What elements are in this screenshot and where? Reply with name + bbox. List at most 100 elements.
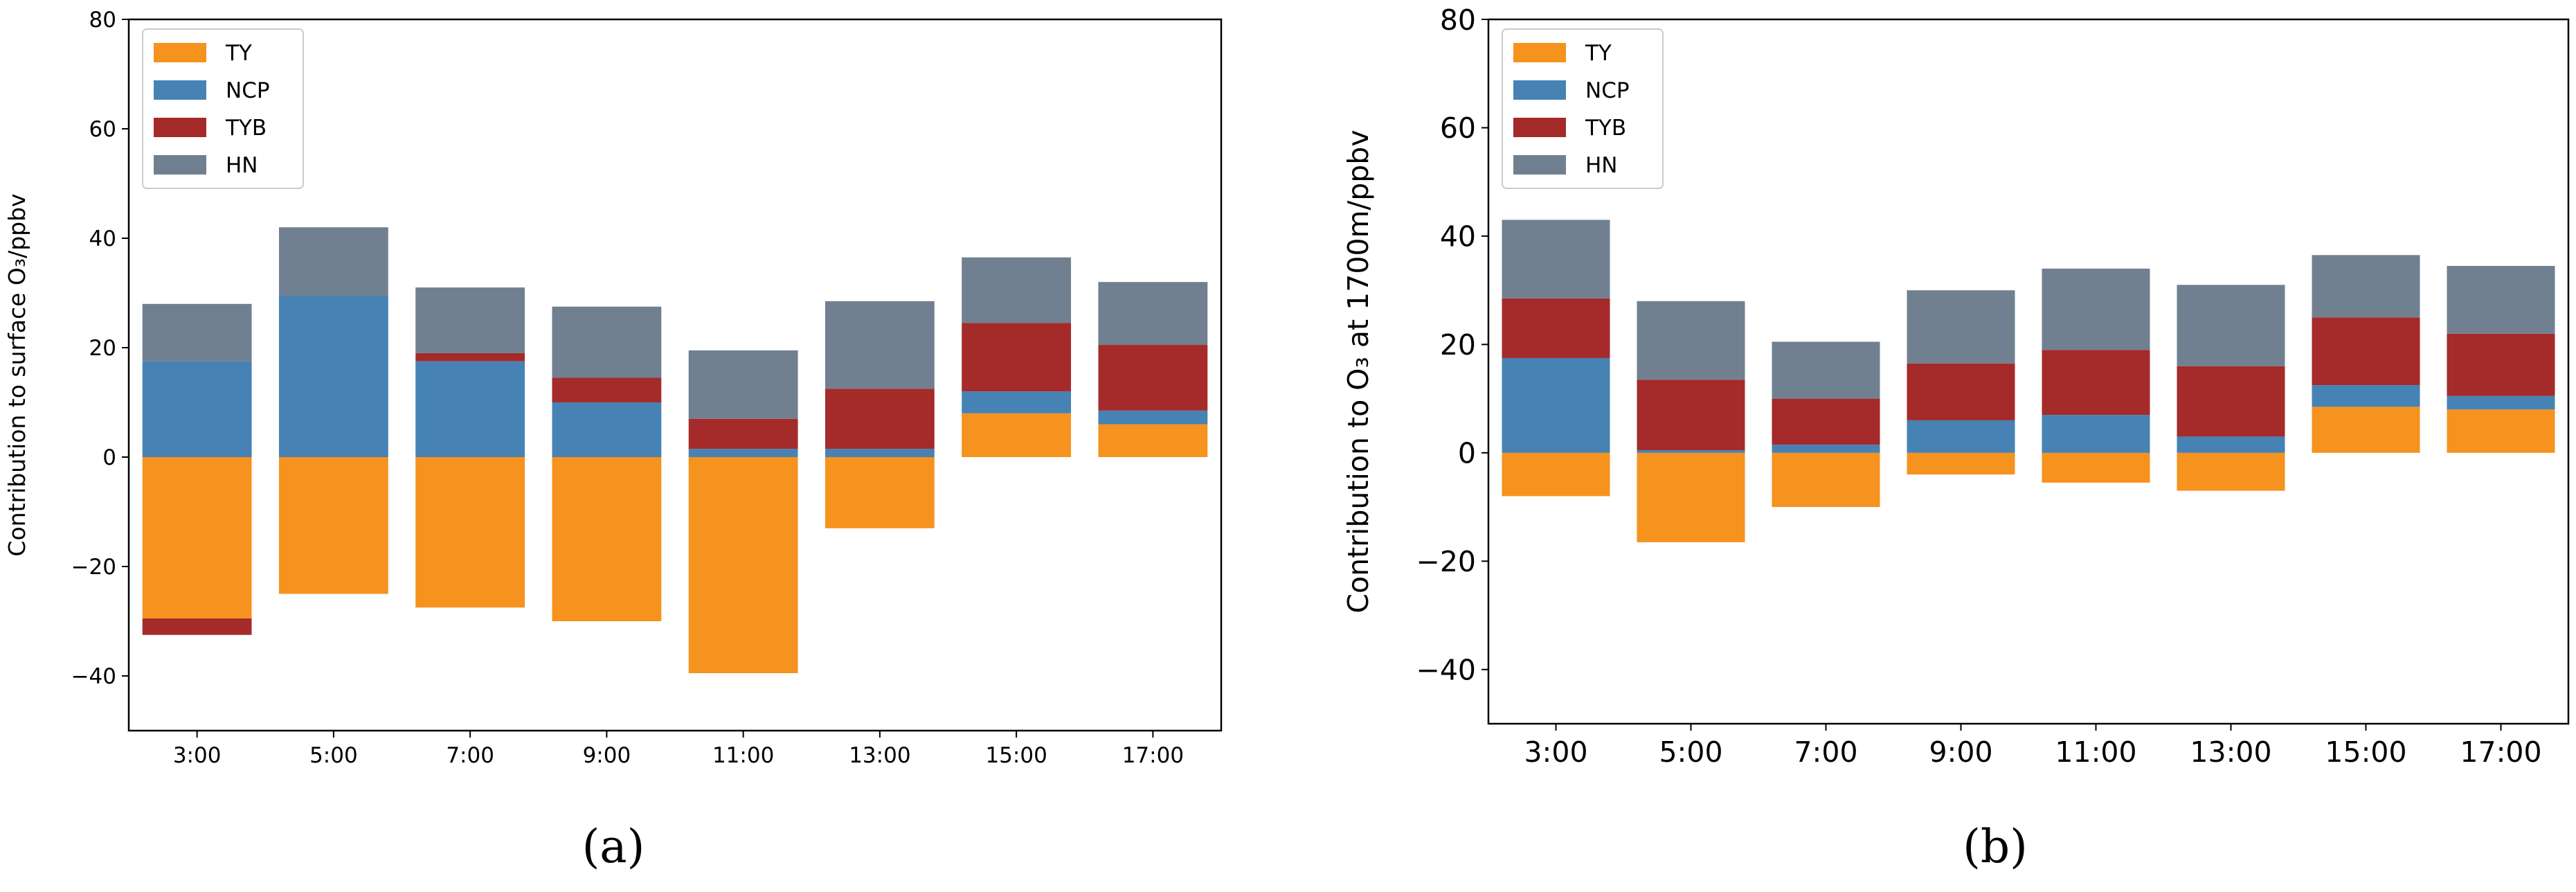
y-tick-label: −40 xyxy=(1416,654,1476,687)
bar-ncp-900 xyxy=(552,402,662,457)
y-tick-label: 60 xyxy=(89,117,116,142)
y-tick-label: 40 xyxy=(89,226,116,251)
legend-box xyxy=(142,28,304,189)
legend-swatch-ty xyxy=(1513,43,1566,62)
x-tick-label: 11:00 xyxy=(712,743,774,768)
bar-tyb-1300 xyxy=(2177,366,2285,437)
bar-hn-1700 xyxy=(2447,265,2555,334)
y-tick-label: 0 xyxy=(102,445,116,470)
bar-hn-300 xyxy=(142,303,252,362)
bar-tyb-1500 xyxy=(2312,317,2420,386)
legend-swatch-ncp xyxy=(1513,80,1566,100)
bar-ty-900 xyxy=(1907,452,2015,475)
bar-tyb-1300 xyxy=(825,389,935,449)
bar-tyb-500 xyxy=(1637,380,1745,450)
legend-label-tyb: TYB xyxy=(225,116,267,141)
bar-ty-1700 xyxy=(2447,409,2555,453)
bar-hn-1700 xyxy=(1098,282,1208,346)
x-tick-label: 17:00 xyxy=(1122,743,1184,768)
bar-tyb-1700 xyxy=(1098,345,1208,411)
bar-ty-500 xyxy=(278,457,388,594)
bar-ty-900 xyxy=(552,457,662,621)
bar-ty-1100 xyxy=(2042,452,2150,483)
bar-hn-500 xyxy=(278,227,388,296)
y-axis-title: Contribution to surface O₃/ppbv xyxy=(3,193,30,556)
bar-tyb-900 xyxy=(1907,363,2015,420)
bar-ncp-500 xyxy=(1637,449,1745,453)
axes-frame xyxy=(1487,18,2570,725)
legend-swatch-hn xyxy=(1513,155,1566,175)
y-tick-label: 0 xyxy=(1458,437,1476,470)
y-tick-label: −20 xyxy=(71,555,116,580)
legend-label-ty: TY xyxy=(1585,41,1612,66)
bar-tyb-700 xyxy=(1772,398,1880,445)
bar-hn-1100 xyxy=(688,350,798,419)
x-tick-label: 13:00 xyxy=(849,743,910,768)
legend-label-hn: HN xyxy=(1585,153,1618,178)
bar-ncp-1100 xyxy=(2042,415,2150,453)
bar-ty-1300 xyxy=(825,457,935,528)
bar-hn-1500 xyxy=(962,257,1072,323)
x-tick-label: 13:00 xyxy=(2190,735,2271,769)
legend-label-ncp: NCP xyxy=(226,78,270,103)
bar-ty-500 xyxy=(1637,452,1745,542)
bar-ty-1300 xyxy=(2177,452,2285,491)
legend-swatch-tyb xyxy=(1513,118,1566,137)
x-tick-label: 9:00 xyxy=(1929,735,1992,769)
chart-panel-a: −40 −20 0 20 40 60 80 3:00 5:00 7:00 9:00 11:00 13:0… xyxy=(3,8,1223,873)
x-tick-label: 11:00 xyxy=(2055,735,2136,769)
y-tick-label: 40 xyxy=(1440,220,1476,253)
x-tick-label: 9:00 xyxy=(583,743,631,768)
bar-hn-700 xyxy=(1772,341,1880,399)
bar-hn-900 xyxy=(552,306,662,378)
legend-swatch-ty xyxy=(154,43,206,62)
legend-label-hn: HN xyxy=(226,153,258,178)
y-tick-label: 20 xyxy=(89,336,116,361)
bar-ty-300 xyxy=(1502,452,1610,497)
bar-ncp-700 xyxy=(415,361,525,457)
bar-hn-1100 xyxy=(2042,268,2150,350)
bar-hn-500 xyxy=(1637,301,1745,380)
bar-ty-300 xyxy=(142,457,252,619)
bar-ncp-1300 xyxy=(2177,436,2285,453)
bar-ncp-1300 xyxy=(825,449,935,457)
bar-ty-700 xyxy=(415,457,525,608)
chart-panel-b: −40 −20 0 20 40 60 80 3:00 5:00 7:00 9:00 11:00 13:0… xyxy=(1342,3,2570,873)
panel-caption: (a) xyxy=(582,820,645,873)
bar-hn-1300 xyxy=(825,301,935,389)
bar-tyb-900 xyxy=(552,377,662,402)
bar-hn-1300 xyxy=(2177,285,2285,366)
bar-tyb-1100 xyxy=(2042,350,2150,416)
bar-hn-700 xyxy=(415,287,525,353)
bar-ncp-1500 xyxy=(962,391,1072,413)
legend-swatch-hn xyxy=(154,155,206,175)
y-tick-label: 60 xyxy=(1440,112,1476,145)
bar-tyb-700 xyxy=(415,353,525,362)
bar-tyb-300 xyxy=(142,618,252,635)
legend-label-tyb: TYB xyxy=(1585,116,1626,141)
bar-ty-1500 xyxy=(2312,407,2420,453)
panel-caption: (b) xyxy=(1963,820,2028,873)
y-tick-label: 80 xyxy=(89,8,116,33)
legend-label-ncp: NCP xyxy=(1585,78,1630,103)
bar-ncp-1700 xyxy=(2447,395,2555,410)
bar-tyb-1700 xyxy=(2447,333,2555,396)
x-tick-label: 3:00 xyxy=(173,743,222,768)
legend-swatch-tyb xyxy=(154,118,206,137)
bar-ncp-700 xyxy=(1772,445,1880,453)
y-tick-label: 80 xyxy=(1440,3,1476,37)
x-tick-label: 5:00 xyxy=(309,743,358,768)
bar-hn-900 xyxy=(1907,290,2015,364)
axes-frame xyxy=(127,18,1223,732)
bar-ty-1700 xyxy=(1098,424,1208,457)
bar-hn-1500 xyxy=(2312,255,2420,318)
bar-ncp-1100 xyxy=(688,449,798,457)
bar-ty-1100 xyxy=(688,457,798,674)
bar-tyb-1100 xyxy=(688,418,798,449)
legend-label-ty: TY xyxy=(225,41,252,66)
y-tick-label: −40 xyxy=(71,664,116,689)
bar-ncp-1700 xyxy=(1098,410,1208,425)
legend-box xyxy=(1502,28,1664,189)
bar-ncp-500 xyxy=(278,295,388,457)
